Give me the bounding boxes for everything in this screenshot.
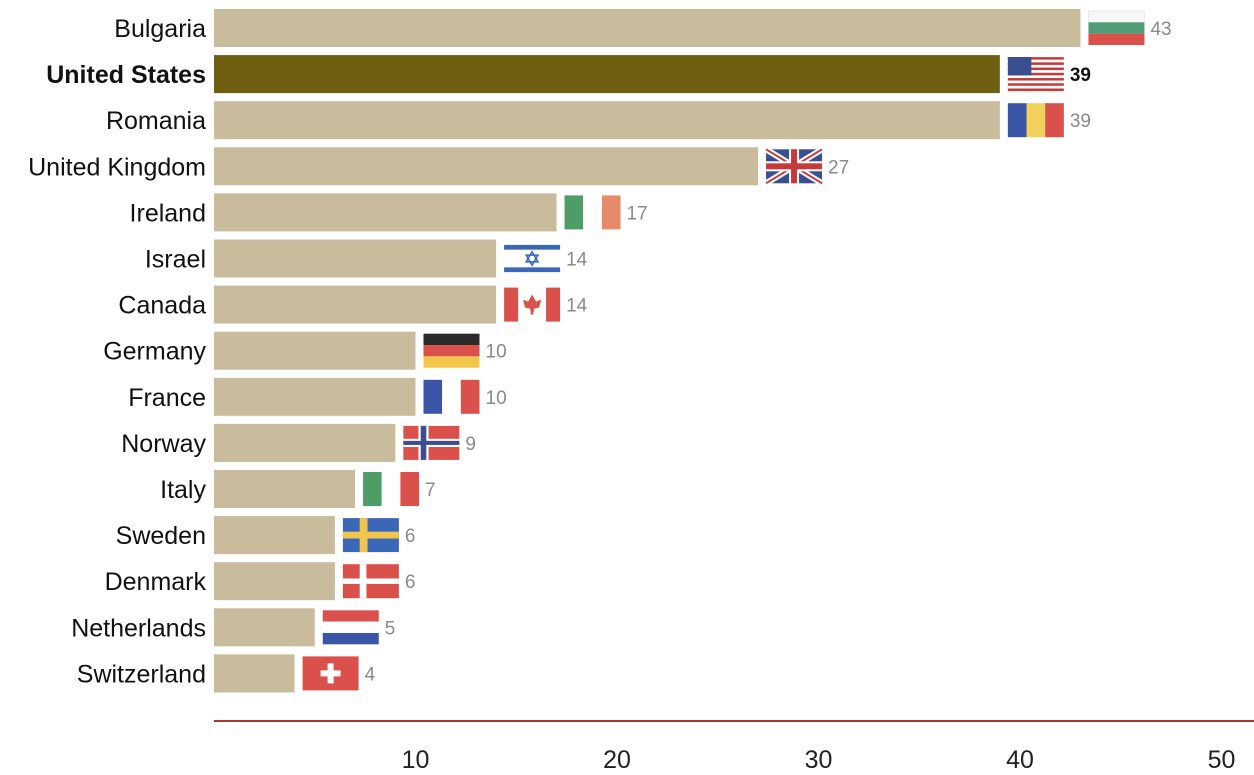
value-label-italy: 7 [425, 480, 436, 501]
bar-norway [214, 423, 396, 462]
category-label-france: France [128, 384, 206, 412]
bar-united-states [214, 55, 1000, 94]
bulgaria-flag-icon [1088, 10, 1145, 45]
category-label-sweden: Sweden [116, 522, 206, 550]
value-label-bulgaria: 43 [1150, 19, 1171, 40]
ireland-flag-icon [564, 195, 621, 230]
germany-flag-icon [423, 333, 480, 368]
bar-italy [214, 470, 356, 508]
canada-flag-icon [504, 287, 561, 322]
x-tick-label-30: 30 [805, 746, 833, 774]
bar-united-kingdom [214, 147, 759, 186]
romania-flag-icon [1007, 103, 1064, 138]
france-flag-icon [423, 379, 480, 414]
value-label-united-kingdom: 27 [828, 157, 849, 178]
x-tick-label-40: 40 [1006, 746, 1034, 774]
value-label-netherlands: 5 [385, 618, 396, 639]
bar-sweden [214, 516, 335, 555]
norway-flag-icon [403, 425, 460, 460]
switzerland-flag-icon [302, 656, 359, 691]
category-label-germany: Germany [103, 338, 206, 366]
bar-france [214, 377, 416, 416]
category-label-norway: Norway [121, 430, 206, 458]
category-label-netherlands: Netherlands [71, 614, 206, 642]
bar-ireland [214, 193, 557, 232]
x-tick-label-10: 10 [402, 746, 430, 774]
netherlands-flag-icon [322, 610, 379, 645]
bar-switzerland [214, 654, 295, 693]
value-label-united-states: 39 [1070, 65, 1091, 86]
denmark-flag-icon [342, 564, 399, 599]
x-tick-label-50: 50 [1208, 746, 1236, 774]
category-label-switzerland: Switzerland [77, 660, 206, 688]
value-label-israel: 14 [566, 250, 588, 271]
bar-canada [214, 285, 497, 324]
value-label-romania: 39 [1070, 111, 1091, 132]
bar-netherlands [214, 608, 315, 647]
value-label-germany: 10 [486, 342, 507, 363]
israel-flag-icon [504, 241, 561, 276]
category-label-bulgaria: Bulgaria [114, 15, 206, 43]
bar-denmark [214, 562, 335, 601]
bar-israel [214, 239, 497, 278]
category-label-israel: Israel [145, 246, 206, 274]
category-label-romania: Romania [106, 107, 206, 135]
chart-rows: Bulgaria 43 United States 39 Romania 39 United… [28, 9, 1172, 693]
category-label-italy: Italy [160, 476, 206, 504]
x-tick-label-20: 20 [603, 746, 631, 774]
usa-flag-icon [1007, 57, 1064, 92]
italy-flag-icon [363, 472, 420, 506]
value-label-denmark: 6 [405, 572, 416, 593]
bar-romania [214, 101, 1000, 140]
category-label-denmark: Denmark [105, 568, 207, 596]
sweden-flag-icon [342, 518, 399, 553]
category-label-united-kingdom: United Kingdom [28, 153, 206, 181]
uk-flag-icon [764, 146, 824, 186]
category-label-ireland: Ireland [130, 199, 206, 227]
category-label-united-states: United States [46, 61, 206, 89]
category-label-canada: Canada [118, 292, 206, 320]
bar-germany [214, 331, 416, 370]
value-label-france: 10 [486, 388, 507, 409]
value-label-switzerland: 4 [365, 664, 376, 685]
value-label-sweden: 6 [405, 526, 416, 547]
x-axis-ticks: 10 20 30 40 50 [402, 746, 1236, 774]
value-label-ireland: 17 [627, 203, 648, 224]
value-label-norway: 9 [465, 434, 476, 455]
bar-bulgaria [214, 9, 1081, 47]
value-label-canada: 14 [566, 296, 588, 317]
